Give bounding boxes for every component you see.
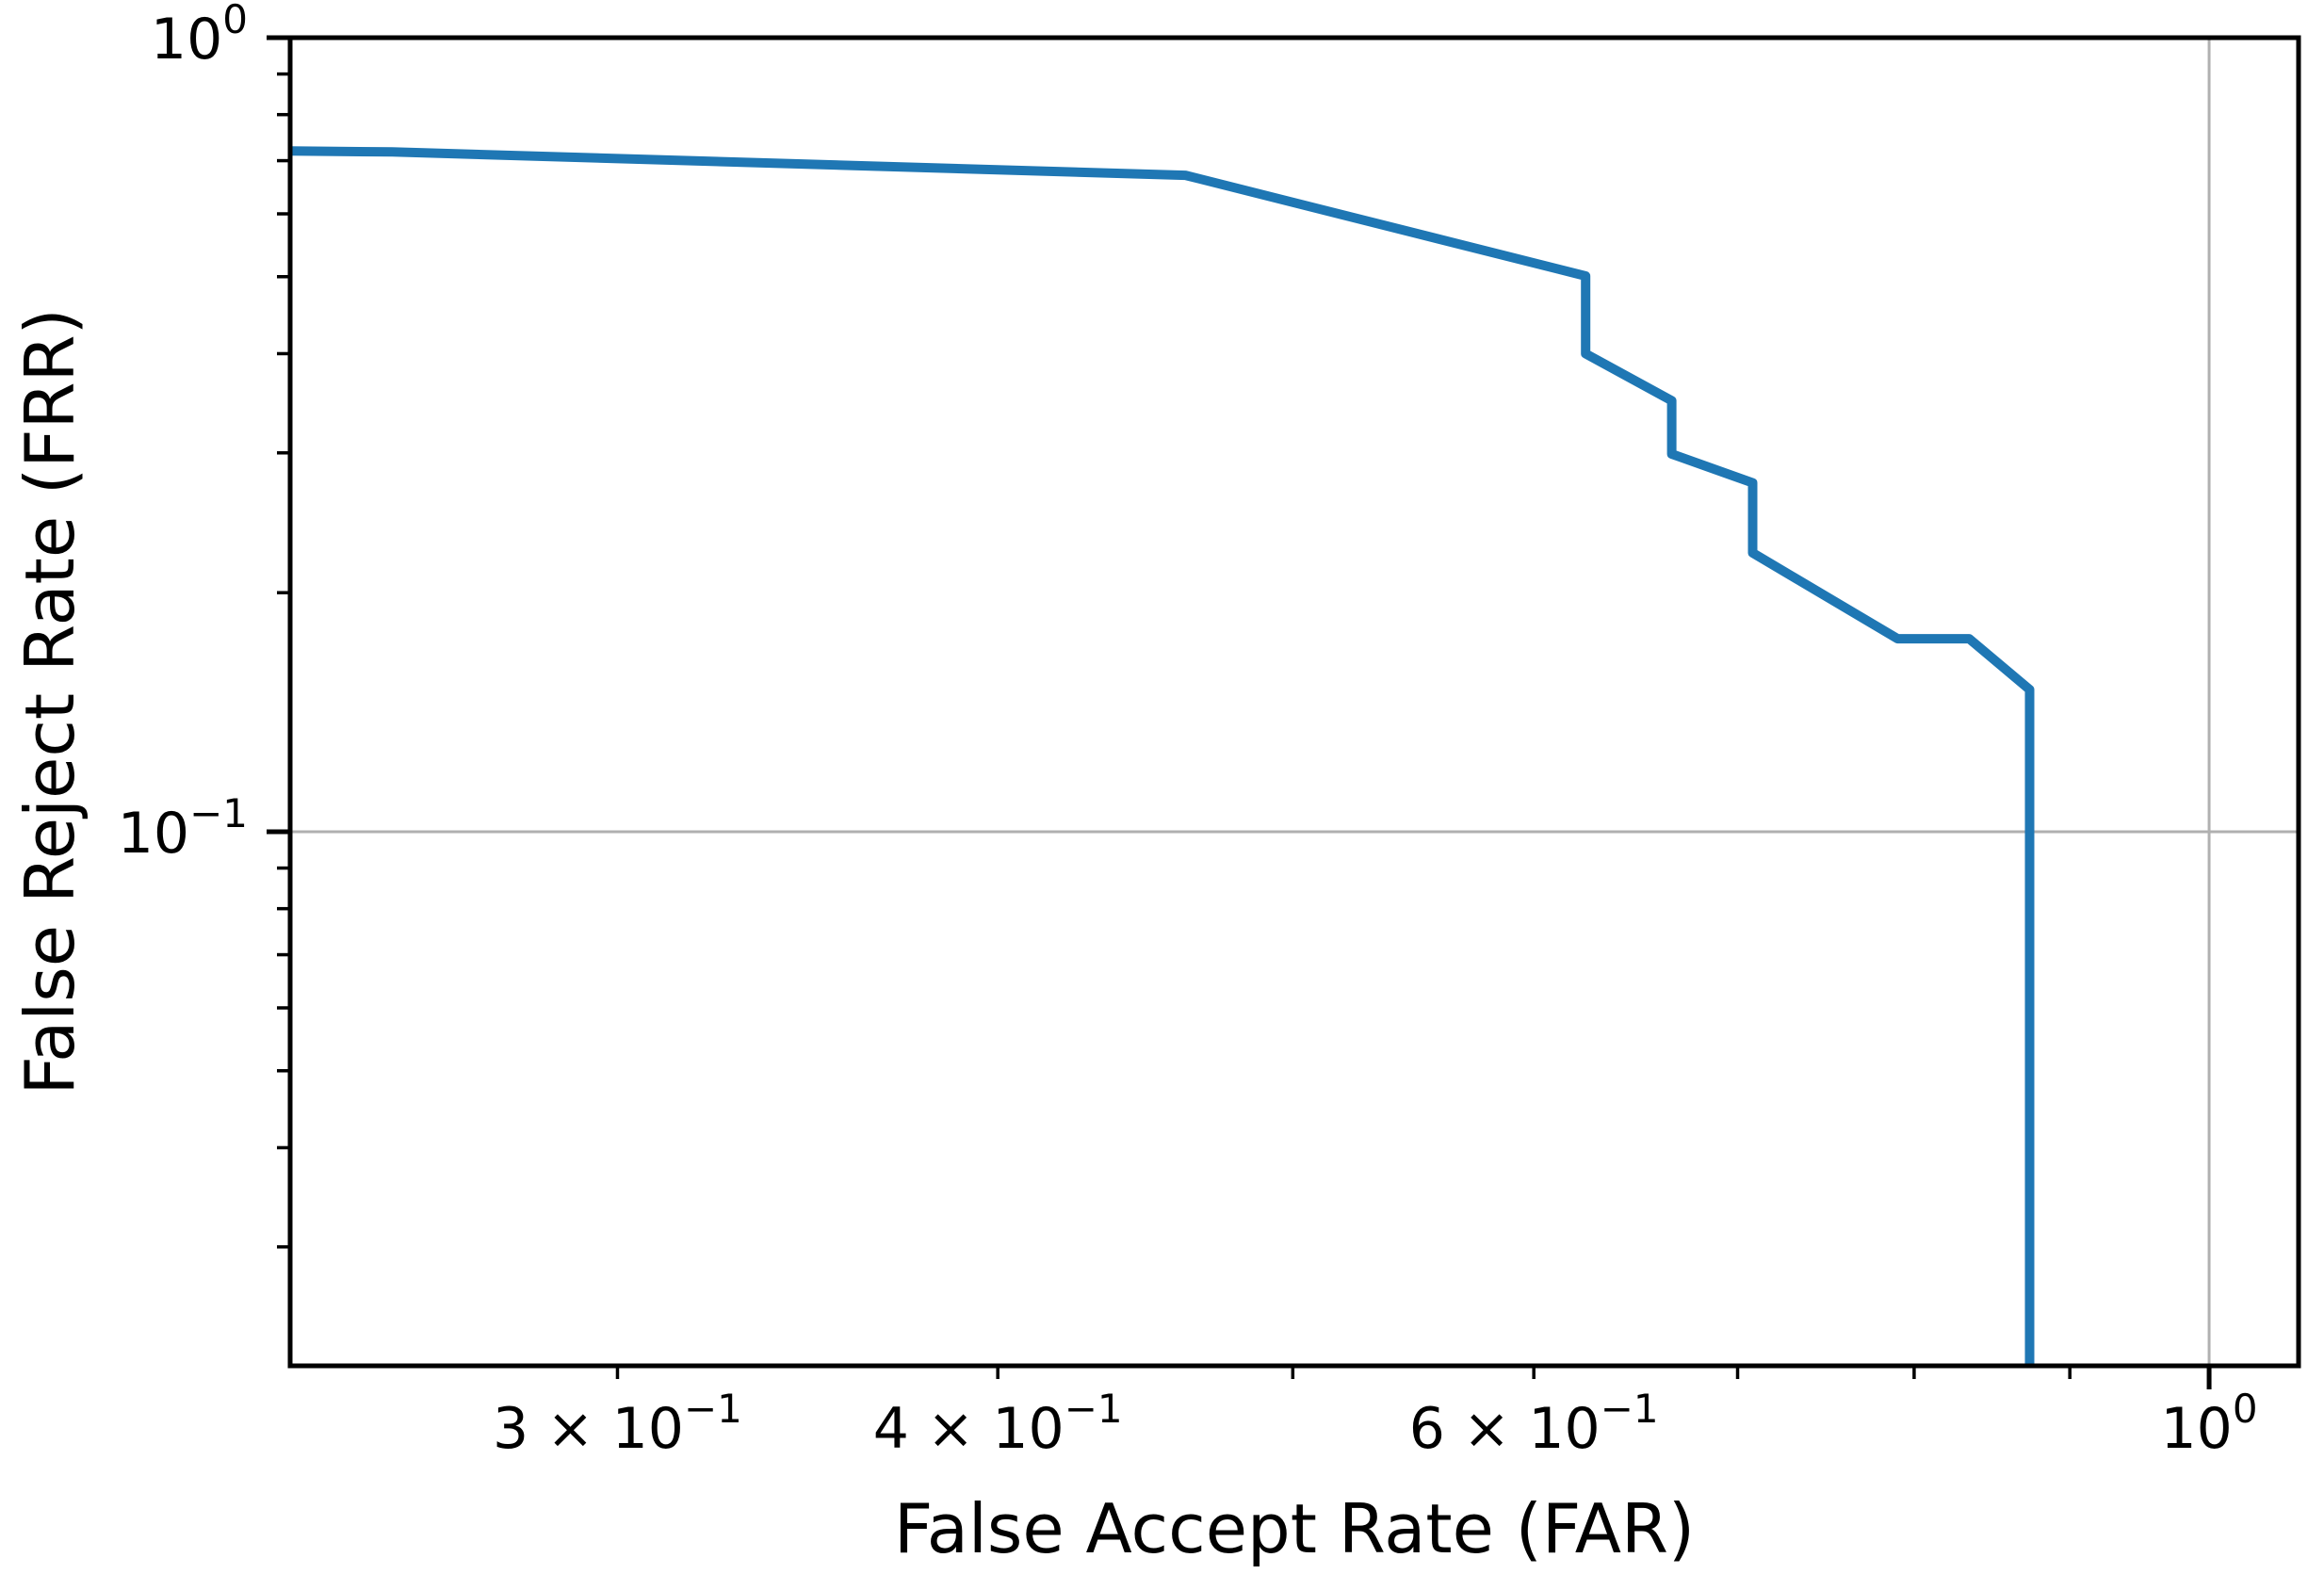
gridlines bbox=[290, 36, 2299, 1366]
x-tick-label: 100 bbox=[2161, 1386, 2258, 1462]
y-axis-label: False Reject Rate (FRR) bbox=[10, 308, 89, 1095]
det-curve-line bbox=[290, 146, 2035, 1366]
det-curve-series bbox=[290, 146, 2035, 1366]
x-tick-label: 6 × 10−1 bbox=[1409, 1386, 1659, 1462]
y-tick-label: 100 bbox=[151, 0, 248, 73]
x-tick-label: 3 × 10−1 bbox=[493, 1386, 742, 1462]
y-tick-label: 10−1 bbox=[118, 790, 248, 867]
x-tick-label: 4 × 10−1 bbox=[873, 1386, 1123, 1462]
tick-labels: 3 × 10−1 4 × 10−1 6 × 10−1 100 100 10−1 bbox=[118, 0, 2258, 1462]
axis-ticks bbox=[267, 35, 2212, 1389]
plot-border bbox=[287, 35, 2301, 1369]
x-axis-label: False Accept Rate (FAR) bbox=[894, 1489, 1695, 1568]
